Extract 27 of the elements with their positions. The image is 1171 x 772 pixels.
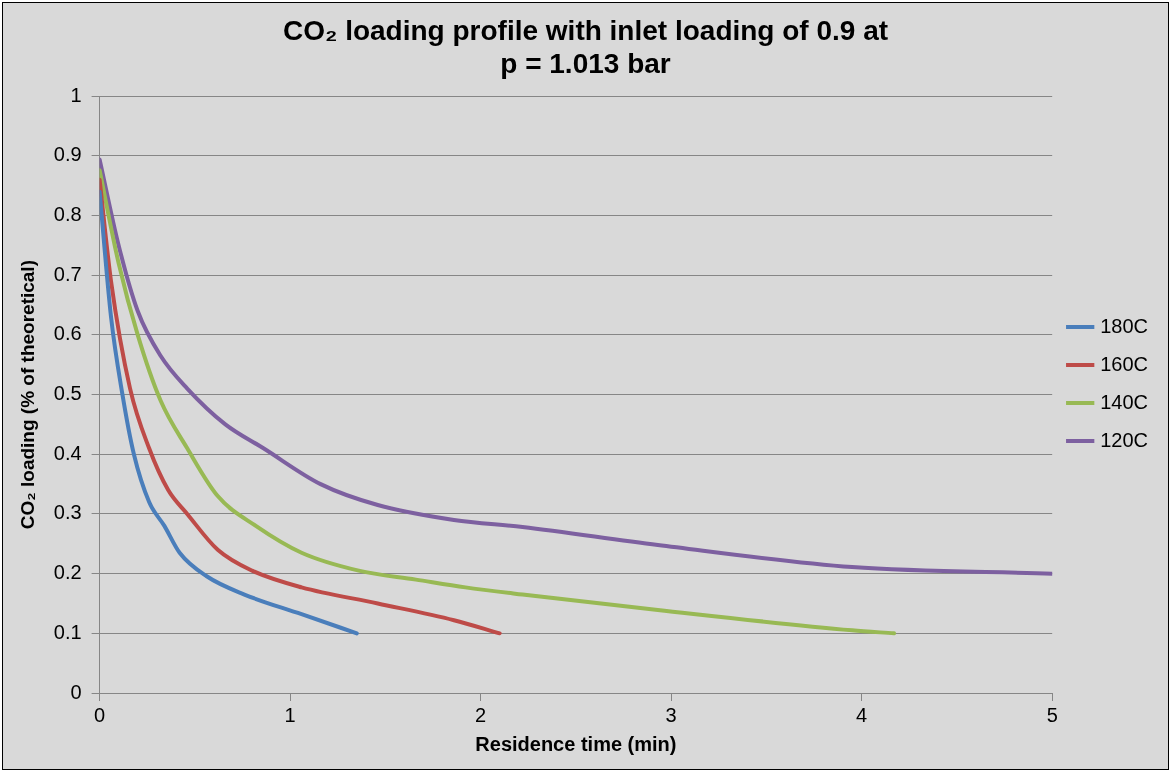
y-tick-label: 0.5	[53, 382, 82, 405]
legend-label: 180C	[1100, 314, 1148, 337]
y-tick-label: 0.6	[53, 322, 82, 345]
line-series	[99, 189, 359, 636]
y-tick-label: 0.9	[53, 143, 82, 166]
y-tick-label: 0.8	[53, 203, 82, 226]
x-axis-title: Residence time (min)	[475, 732, 677, 755]
line-series	[99, 177, 502, 636]
legend-label: 160C	[1100, 352, 1148, 375]
x-tick-label: 4	[856, 703, 868, 726]
legend-label: 140C	[1100, 390, 1148, 413]
y-tick-label: 0	[70, 680, 82, 703]
y-tick-label: 0.1	[53, 620, 82, 643]
x-tick-label: 0	[94, 703, 106, 726]
y-tick-label: 0.7	[53, 262, 82, 285]
legend-label: 120C	[1100, 428, 1148, 451]
x-tick-label: 3	[665, 703, 677, 726]
y-tick-label: 0.4	[53, 441, 82, 464]
y-axis-title: CO₂ loading (% of theoretical)	[16, 260, 38, 530]
y-tick-label: 1	[70, 83, 82, 106]
x-tick-label: 2	[475, 703, 487, 726]
y-tick-label: 0.3	[53, 501, 82, 524]
y-tick-label: 0.2	[53, 561, 82, 584]
x-tick-label: 1	[284, 703, 296, 726]
x-tick-label: 5	[1046, 703, 1058, 726]
line-series	[99, 168, 897, 636]
chart-title: CO₂ loading profile with inlet loading of 0.9 at p = 1.013 bar	[282, 14, 889, 80]
